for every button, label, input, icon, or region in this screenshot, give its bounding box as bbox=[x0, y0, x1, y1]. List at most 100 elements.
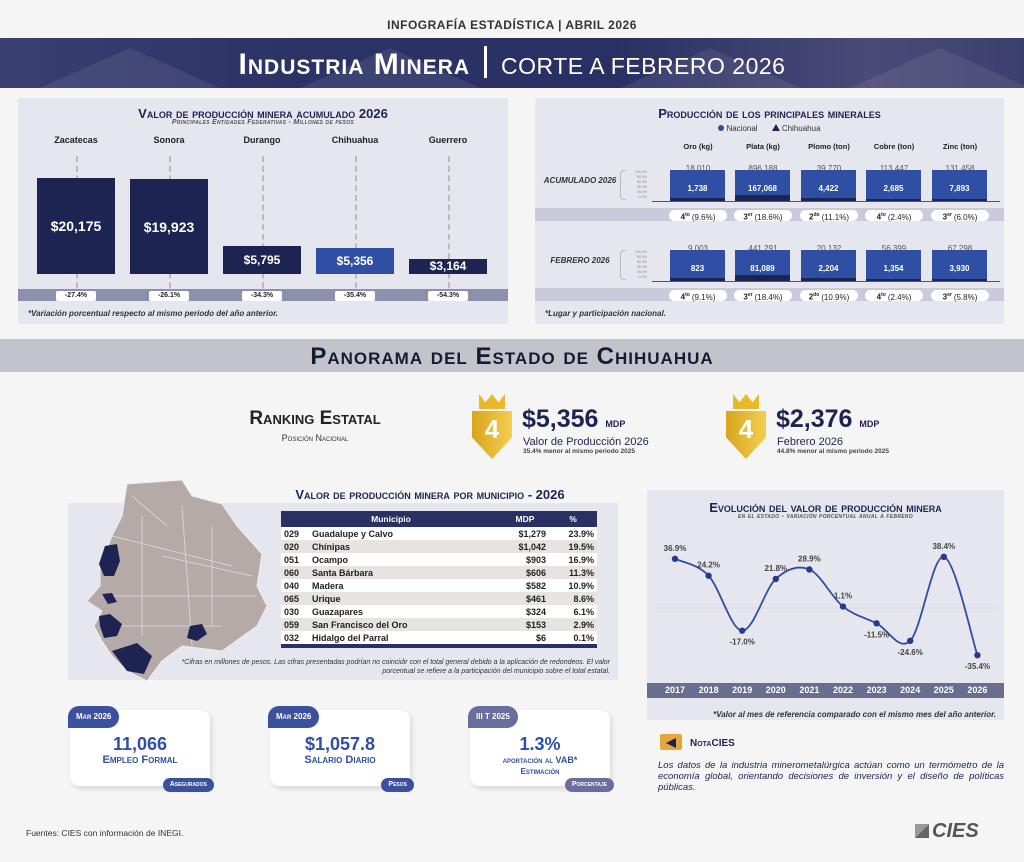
municipio-name: Santa Bárbara bbox=[309, 566, 501, 579]
data-point bbox=[806, 566, 813, 573]
bar-chart-footnote: *Variación porcentual respecto al mismo … bbox=[28, 309, 278, 318]
municipio-name: Hidalgo del Parral bbox=[309, 631, 501, 644]
table-row: 030 Guazapares $324 6.1% bbox=[281, 605, 597, 618]
rank-pill: 3er (18.6%) bbox=[734, 210, 792, 222]
municipio-pct: 23.9% bbox=[549, 527, 597, 540]
rank-badge: 4 bbox=[722, 394, 770, 464]
rank-share: (11.1%) bbox=[821, 212, 849, 222]
national-bar bbox=[801, 170, 856, 201]
municipio-code: 040 bbox=[281, 579, 309, 592]
mineral-chart-title: Producción de los principales minerales bbox=[658, 106, 881, 121]
ranking-subtitle: Posición Nacional bbox=[281, 433, 349, 443]
kpi-value: $2,376 MDP bbox=[776, 405, 880, 433]
year-tick: 2024 bbox=[900, 685, 921, 695]
municipio-mdp: $461 bbox=[501, 592, 549, 605]
axis-tick: 100.0% bbox=[635, 250, 647, 254]
state-bar-chart: Valor de producción minera acumulado 202… bbox=[18, 98, 508, 324]
national-total: 131,458 bbox=[945, 164, 975, 173]
municipio-name: Ocampo bbox=[309, 553, 501, 566]
axis-tick: 100.0% bbox=[635, 170, 647, 174]
col-mdp: MDP bbox=[501, 511, 549, 527]
axis-tick: 40.0% bbox=[637, 265, 647, 269]
bar-chart-subtitle: Principales Entidades Federativas - Mill… bbox=[171, 119, 355, 126]
chihuahua-value: 3,930 bbox=[949, 264, 970, 273]
year-tick: 2023 bbox=[866, 685, 887, 695]
data-label: 21.8% bbox=[764, 564, 787, 573]
data-point bbox=[907, 637, 914, 644]
bar-durango: $5,795 bbox=[223, 246, 301, 274]
title-divider bbox=[484, 46, 488, 78]
municipio-pct: 2.9% bbox=[549, 618, 597, 631]
data-point bbox=[772, 575, 779, 583]
municipio-pct: 10.9% bbox=[549, 579, 597, 592]
logo-mark-icon bbox=[915, 824, 929, 838]
nota-text: Los datos de la industria minerometalúrg… bbox=[658, 760, 1004, 793]
chihuahua-value: 4,422 bbox=[818, 184, 839, 193]
rank-number: 3 bbox=[942, 212, 948, 222]
bar-sonora: $19,923 bbox=[130, 179, 208, 274]
card-tag: III T 2025 bbox=[468, 706, 518, 728]
panorama-title: Panorama del Estado de Chihuahua bbox=[310, 343, 714, 370]
variation-label: -27.4% bbox=[56, 291, 96, 301]
axis-tick: 80.0% bbox=[637, 175, 647, 179]
axis-tick: 20.0% bbox=[637, 190, 647, 194]
chihuahua-share-bar bbox=[670, 278, 725, 281]
rank-share: (18.4%) bbox=[754, 292, 783, 302]
municipio-name: Guazapares bbox=[309, 605, 501, 618]
national-total: 9,003 bbox=[687, 244, 709, 253]
year-strip bbox=[647, 683, 1004, 698]
rank-pill: 4to (9.6%) bbox=[669, 210, 727, 222]
card-foot: Asegurados bbox=[162, 778, 214, 792]
year-tick: 2020 bbox=[765, 685, 786, 695]
municipio-mdp: $6 bbox=[501, 631, 549, 644]
chihuahua-value: 81,089 bbox=[750, 264, 775, 273]
table-row: 059 San Francisco del Oro $153 2.9% bbox=[281, 618, 597, 631]
kpi-card-vab: III T 2025 1.3% aportación al VAB* Estim… bbox=[468, 706, 614, 792]
rank-pill: 3er (6.0%) bbox=[931, 210, 989, 222]
rank-share: (9.1%) bbox=[691, 292, 716, 302]
rank-share: (10.9%) bbox=[821, 292, 850, 302]
national-bar bbox=[670, 170, 725, 201]
municipio-west-group bbox=[99, 614, 122, 638]
data-label: 36.9% bbox=[664, 544, 687, 553]
ranking-title: Ranking Estatal bbox=[249, 408, 381, 429]
rank-suffix: er bbox=[747, 292, 753, 298]
data-point bbox=[739, 627, 746, 634]
mineral-chart: Producción de los principales minerales … bbox=[535, 98, 1004, 324]
mineral-chart-footnote: *Lugar y participación nacional. bbox=[545, 309, 666, 318]
rank-pill: 3er (5.8%) bbox=[931, 290, 989, 302]
main-title: Industria Minera bbox=[238, 48, 471, 81]
national-total: 20,132 bbox=[816, 244, 842, 253]
municipio-footnote: *Cifras en millones de pesos. Las cifras… bbox=[181, 659, 610, 675]
national-total: 113,447 bbox=[879, 164, 909, 173]
table-row: 060 Santa Bárbara $606 11.3% bbox=[281, 566, 597, 579]
rank-number: 2 bbox=[808, 292, 814, 302]
year-tick: 2022 bbox=[832, 685, 854, 695]
circle-icon bbox=[718, 125, 725, 131]
axis-tick: 80.0% bbox=[637, 255, 647, 259]
series-line bbox=[674, 555, 979, 656]
mineral-legend: Nacional Chihuahua bbox=[535, 124, 1004, 133]
national-bar bbox=[735, 170, 790, 201]
chihuahua-value: 2,204 bbox=[818, 264, 839, 273]
rank-suffix: to bbox=[685, 292, 690, 298]
rank-share: (2.4%) bbox=[887, 292, 912, 302]
rank-share: (5.8%) bbox=[953, 292, 978, 302]
data-label: -35.4% bbox=[965, 662, 990, 671]
rank-pill: 3er (18.4%) bbox=[734, 290, 792, 302]
municipio-code: 060 bbox=[281, 566, 309, 579]
state-name: Chihuahua bbox=[331, 135, 379, 145]
municipio-mdp: $606 bbox=[501, 566, 549, 579]
municipio-ocampo bbox=[102, 593, 117, 604]
municipio-madera bbox=[99, 544, 120, 576]
kpi-card-empleo: Mar 2026 11,066 Empleo Formal Asegurados bbox=[68, 706, 214, 792]
axis-tick: 20.0% bbox=[637, 270, 647, 274]
variation-label: -26.1% bbox=[149, 291, 189, 301]
mineral-name: Zinc (ton) bbox=[942, 142, 978, 151]
top-label: INFOGRAFÍA ESTADÍSTICA | ABRIL 2026 bbox=[387, 18, 637, 32]
rank-number: 4 bbox=[680, 212, 686, 222]
crown-icon bbox=[733, 394, 759, 409]
municipio-mdp: $903 bbox=[501, 553, 549, 566]
kpi-card-salario: Mar 2026 $1,057.8 Salario Diario Pesos bbox=[268, 706, 414, 792]
year-tick: 2026 bbox=[967, 685, 988, 695]
